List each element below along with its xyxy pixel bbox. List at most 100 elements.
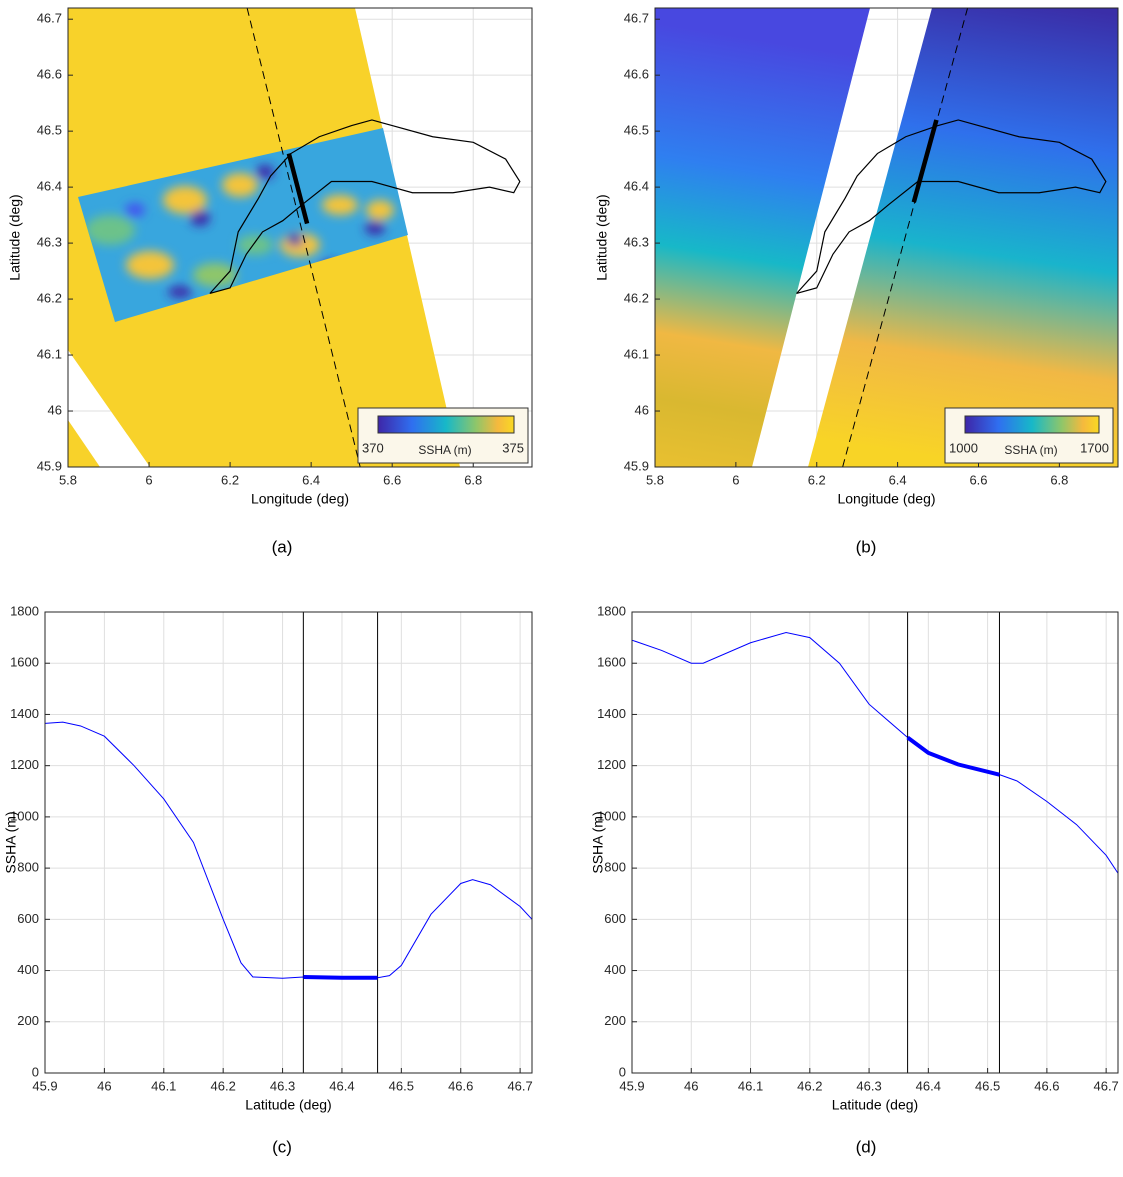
x-tick-label: 46.7 <box>507 1078 532 1093</box>
y-tick-label: 46.6 <box>624 67 649 82</box>
x-tick-label: 6 <box>145 472 152 487</box>
x-tick-label: 6.6 <box>383 472 401 487</box>
x-tick-label: 6.6 <box>969 472 987 487</box>
y-tick-label: 200 <box>17 1013 39 1028</box>
y-axis-label: Latitude (deg) <box>7 194 23 280</box>
y-tick-label: 1000 <box>10 808 39 823</box>
x-tick-label: 6 <box>732 472 739 487</box>
x-tick-label: 46 <box>684 1078 698 1093</box>
axes-layer: 5.8 6 6.2 6.4 6.6 6.8 45.9 46 46.1 46.2 46.3 46.4 46… <box>7 7 533 556</box>
y-tick-label: 46.2 <box>37 291 62 306</box>
colorbar-tick-label: 1000 <box>949 440 978 455</box>
x-tick-label: 46.7 <box>1093 1078 1118 1093</box>
y-tick-label: 1000 <box>597 808 626 823</box>
y-tick-label: 600 <box>604 911 626 926</box>
line <box>44 721 533 979</box>
x-tick-label: 45.9 <box>32 1078 57 1093</box>
colorbar-label: SSHA (m) <box>418 443 471 457</box>
colorbar <box>377 415 515 434</box>
x-tick-label: 46.3 <box>856 1078 881 1093</box>
x-tick-label: 6.4 <box>889 472 907 487</box>
y-tick-label: 600 <box>17 911 39 926</box>
x-tick-label: 6.4 <box>302 472 320 487</box>
grid-layer <box>44 611 532 1074</box>
x-tick-label: 46.5 <box>389 1078 414 1093</box>
axes-box <box>654 7 1119 468</box>
y-tick-label: 45.9 <box>624 458 649 473</box>
y-tick-label: 1800 <box>10 603 39 618</box>
caption: (c) <box>272 1137 292 1156</box>
y-tick-label: 46.5 <box>37 123 62 138</box>
colorbar-label: SSHA (m) <box>1004 443 1057 457</box>
field-image <box>655 8 1118 467</box>
colorbar <box>964 415 1100 434</box>
x-tick-label: 5.8 <box>59 472 77 487</box>
x-tick-label: 46.4 <box>329 1078 354 1093</box>
track-line <box>842 7 969 468</box>
x-tick-label: 46.6 <box>448 1078 473 1093</box>
y-axis-label: SSHA (m) <box>590 811 606 873</box>
x-tick-label: 46.6 <box>1034 1078 1059 1093</box>
line <box>631 631 1119 874</box>
caption: (d) <box>856 1137 877 1156</box>
y-tick-label: 46.3 <box>624 235 649 250</box>
y-tick-label: 400 <box>17 962 39 977</box>
x-tick-label: 45.9 <box>619 1078 644 1093</box>
colorbar-tick-label: 375 <box>502 440 524 455</box>
x-axis-label: Longitude (deg) <box>251 491 349 507</box>
y-tick-label: 800 <box>17 860 39 875</box>
x-tick-label: 6.8 <box>464 472 482 487</box>
x-axis-label: Latitude (deg) <box>832 1097 918 1113</box>
y-tick-label: 1600 <box>597 655 626 670</box>
y-axis-label: Latitude (deg) <box>594 194 610 280</box>
x-tick-label: 6.2 <box>221 472 239 487</box>
x-tick-label: 5.8 <box>646 472 664 487</box>
y-tick-label: 200 <box>604 1013 626 1028</box>
y-tick-label: 1800 <box>597 603 626 618</box>
y-tick-label: 46.3 <box>37 235 62 250</box>
y-tick-label: 46.5 <box>624 123 649 138</box>
lake-outline <box>796 119 1107 295</box>
x-tick-label: 46.1 <box>151 1078 176 1093</box>
x-tick-label: 6.2 <box>808 472 826 487</box>
grid-layer <box>631 611 1118 1074</box>
y-tick-label: 46.2 <box>624 291 649 306</box>
x-tick-label: 46.3 <box>270 1078 295 1093</box>
y-tick-label: 46 <box>48 402 62 417</box>
x-tick-label: 46.4 <box>916 1078 941 1093</box>
y-tick-label: 46.1 <box>37 346 62 361</box>
y-tick-label: 46 <box>635 402 649 417</box>
y-tick-label: 46.7 <box>624 11 649 26</box>
axes-layer: 45.9 46 46.1 46.2 46.3 46.4 46.5 46.6 46.7 0 200 40… <box>3 603 533 1156</box>
x-axis-label: Latitude (deg) <box>245 1097 331 1113</box>
x-tick-label: 46.5 <box>975 1078 1000 1093</box>
x-tick-label: 46 <box>97 1078 111 1093</box>
y-tick-label: 45.9 <box>37 458 62 473</box>
y-tick-label: 1400 <box>597 706 626 721</box>
y-tick-label: 0 <box>619 1064 626 1079</box>
y-tick-label: 800 <box>604 860 626 875</box>
track-line <box>246 7 361 468</box>
x-tick-label: 46.1 <box>738 1078 763 1093</box>
axes-box <box>631 611 1119 1074</box>
y-tick-label: 400 <box>604 962 626 977</box>
y-axis-label: SSHA (m) <box>3 811 19 873</box>
y-tick-label: 1200 <box>10 757 39 772</box>
y-tick-label: 1400 <box>10 706 39 721</box>
lake-outline <box>209 119 521 295</box>
y-tick-label: 1200 <box>597 757 626 772</box>
highlight-line <box>906 735 1000 777</box>
axes-box <box>67 7 533 468</box>
track-segment <box>286 152 310 225</box>
track-segment <box>911 119 939 203</box>
x-tick-label: 6.8 <box>1050 472 1068 487</box>
y-tick-label: 46.6 <box>37 67 62 82</box>
y-tick-label: 46.1 <box>624 346 649 361</box>
caption: (b) <box>856 537 877 556</box>
y-tick-label: 46.7 <box>37 11 62 26</box>
colorbar-tick-label: 370 <box>362 440 384 455</box>
y-tick-label: 1600 <box>10 655 39 670</box>
x-tick-label: 46.2 <box>211 1078 236 1093</box>
x-axis-label: Longitude (deg) <box>837 491 935 507</box>
